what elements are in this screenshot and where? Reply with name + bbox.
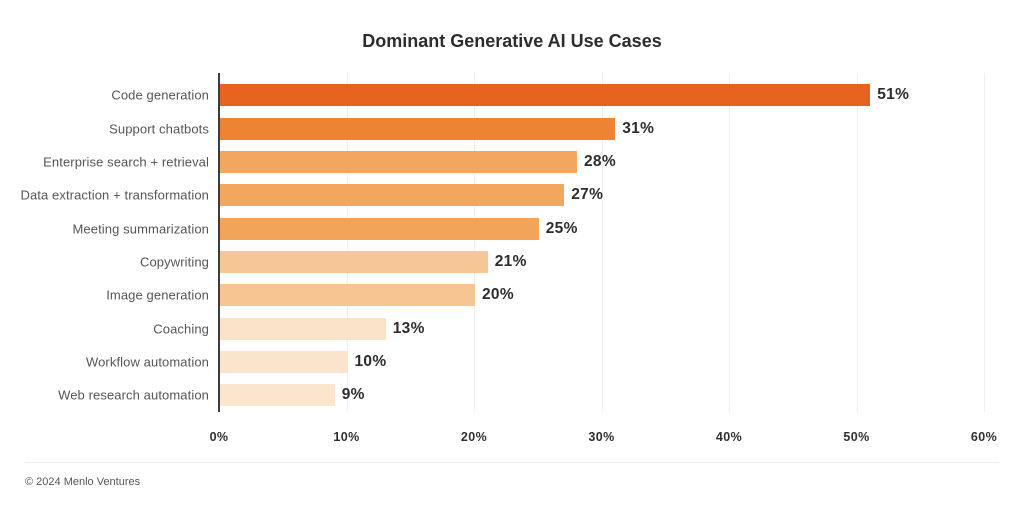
value-label: 25%	[545, 219, 578, 237]
bar-row: Image generation 20%	[0, 284, 1024, 307]
value-label: 20%	[482, 286, 514, 304]
bar	[220, 117, 616, 140]
bar	[220, 184, 565, 207]
gridline-60	[984, 73, 985, 412]
x-tick-label: 0%	[209, 430, 229, 444]
category-label: Copywriting	[139, 254, 209, 270]
bar	[220, 217, 539, 240]
category-label: Web research automation	[58, 387, 209, 403]
value-label: 51%	[877, 86, 910, 104]
bar	[220, 250, 488, 273]
bar	[220, 84, 871, 107]
bar	[220, 350, 348, 373]
value-label: 9%	[341, 386, 365, 404]
x-tick-label: 60%	[970, 430, 998, 444]
bar	[220, 151, 577, 173]
bar-row: Copywriting 21%	[0, 250, 1024, 273]
value-label: 28%	[584, 153, 616, 170]
x-tick-label: 50%	[843, 430, 870, 444]
category-label: Support chatbots	[109, 121, 209, 137]
x-tick-label: 30%	[588, 430, 615, 444]
bar-row: Workflow automation 10%	[0, 350, 1024, 373]
bar-row: Code generation 51%	[0, 84, 1024, 107]
footer-divider	[25, 462, 999, 463]
category-label: Data extraction + transformation	[20, 187, 209, 203]
category-label: Code generation	[111, 87, 209, 103]
value-label: 13%	[392, 319, 425, 337]
category-label: Coaching	[153, 321, 209, 336]
x-tick-label: 10%	[333, 430, 360, 444]
bar-row: Meeting summarization 25%	[0, 217, 1024, 240]
bar-row: Web research automation 9%	[0, 384, 1024, 407]
footer-credit: © 2024 Menlo Ventures	[25, 476, 141, 488]
x-tick-label: 40%	[715, 430, 743, 444]
gridline-50	[856, 73, 858, 412]
bar	[220, 317, 386, 340]
value-label: 27%	[571, 186, 604, 204]
x-tick-label: 20%	[460, 430, 488, 444]
bar-row: Coaching 13%	[0, 317, 1024, 340]
bar-row: Support chatbots 31%	[0, 117, 1024, 140]
category-label: Workflow automation	[85, 354, 209, 370]
bar-row: Data extraction + transformation 27%	[0, 184, 1024, 207]
gridline-40	[729, 73, 730, 412]
bar	[220, 384, 335, 407]
y-axis-line	[218, 73, 220, 412]
category-label: Enterprise search + retrieval	[43, 154, 209, 170]
value-label: 21%	[494, 252, 527, 270]
gridline-10	[346, 73, 348, 412]
chart-title: Dominant Generative AI Use Cases	[362, 31, 662, 51]
value-label: 10%	[354, 352, 387, 370]
bar-row: Enterprise search + retrieval 28%	[0, 151, 1024, 173]
gridline-30	[601, 73, 603, 412]
category-label: Image generation	[106, 287, 209, 303]
value-label: 31%	[622, 119, 655, 137]
category-label: Meeting summarization	[72, 221, 209, 237]
bar	[220, 284, 475, 307]
gridline-20	[474, 73, 475, 412]
